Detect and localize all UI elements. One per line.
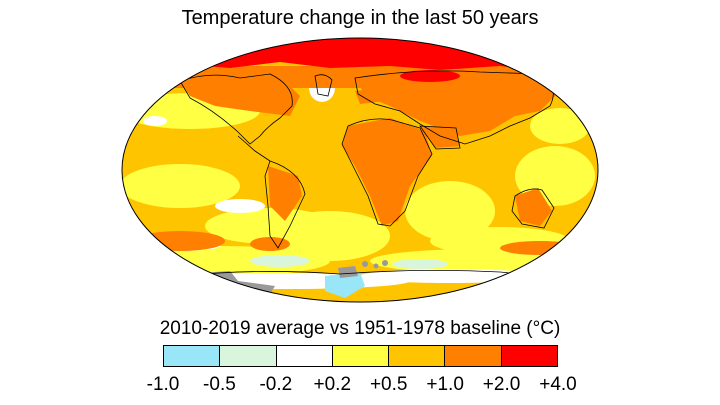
legend-tick-label: -1.0 [146,374,180,395]
legend-tick-label: -0.5 [203,374,236,395]
globe-outline [121,37,599,303]
legend-tick-label: +4.0 [539,374,577,395]
legend-swatch [389,346,446,366]
legend-swatch [332,346,390,366]
world-temperature-map [120,36,600,304]
legend-tick-label: +2.0 [482,374,521,395]
legend-swatch [276,346,333,366]
map-title: Temperature change in the last 50 years [181,7,539,29]
legend-swatch [164,346,221,366]
legend-tick-label: -0.2 [259,374,293,395]
legend-swatch [501,346,557,366]
legend-tick-label: +0.2 [313,374,352,395]
legend-ticks: -1.0 -0.5 -0.2 +0.2 +0.5 +1.0 +2.0 +4.0 [0,374,720,398]
legend-title: 2010-2019 average vs 1951-1978 baseline … [159,318,561,339]
color-legend [163,345,558,367]
legend-swatch [445,346,502,366]
legend-tick-label: +0.5 [369,374,408,395]
legend-tick-label: +1.0 [426,374,464,395]
anomaly-cooling-areas [325,272,365,298]
legend-swatch [220,346,277,366]
anomaly-orange-areas [122,66,598,255]
anomaly-slight-cooling-areas [250,255,448,269]
